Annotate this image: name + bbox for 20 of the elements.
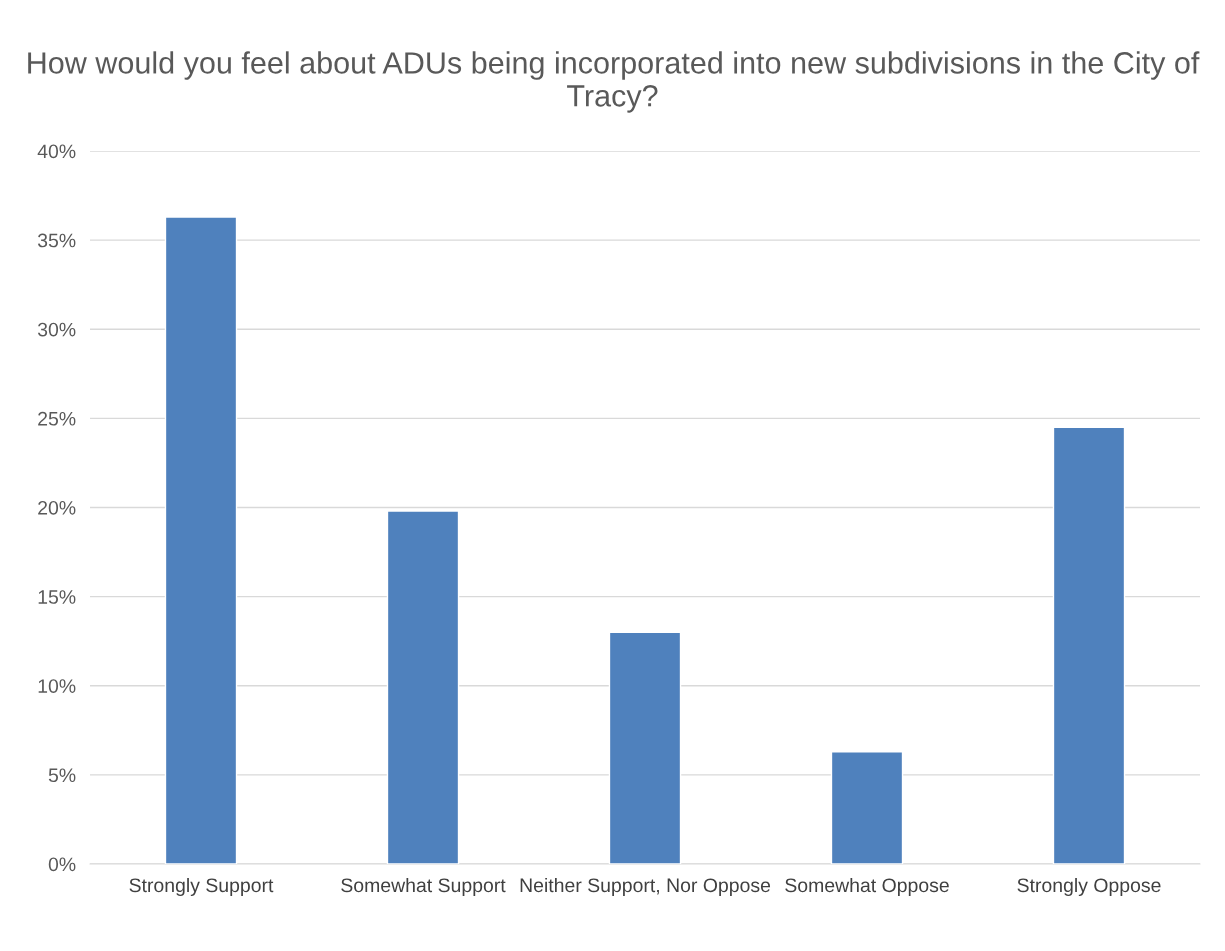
x-tick-label: Strongly Support xyxy=(129,877,274,897)
bar xyxy=(164,216,238,864)
bar xyxy=(1052,426,1126,864)
y-tick-label: 0% xyxy=(48,857,76,872)
y-tick-label: 10% xyxy=(38,679,76,693)
y-tick-label: 30% xyxy=(37,322,76,337)
y-tick-label: 15% xyxy=(38,590,76,604)
y-tick-label: 25% xyxy=(38,411,76,426)
x-tick-label: Neither Support, Nor Oppose xyxy=(520,877,771,897)
x-tick-label: Strongly Oppose xyxy=(1017,877,1161,897)
y-tick-label: 5% xyxy=(48,768,76,783)
bar xyxy=(608,631,682,864)
y-tick-label: 35% xyxy=(37,233,76,248)
bar xyxy=(386,510,460,864)
x-tick-label: Somewhat Oppose xyxy=(785,877,949,897)
x-tick-label: Somewhat Support xyxy=(341,877,506,897)
y-tick-label: 40% xyxy=(37,144,76,159)
chart-title: How would you feel about ADUs being incorporated into new subdivisions in the City of Tracy? xyxy=(28,51,1200,113)
y-tick-label: 20% xyxy=(38,500,76,515)
bar xyxy=(830,751,904,864)
